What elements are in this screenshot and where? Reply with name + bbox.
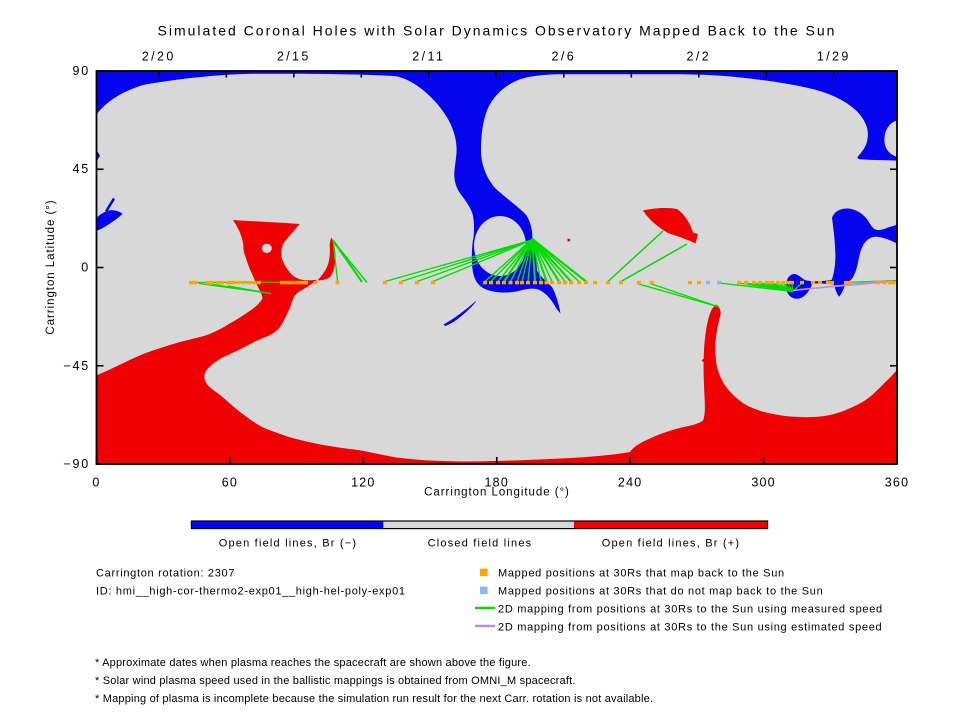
svg-text:* Mapping of plasma is incompl: * Mapping of plasma is incomplete becaus… — [95, 693, 653, 705]
svg-text:−45: −45 — [63, 359, 90, 373]
svg-text:2/6: 2/6 — [552, 50, 577, 64]
svg-text:2/15: 2/15 — [277, 50, 311, 64]
svg-text:180: 180 — [485, 476, 509, 490]
svg-text:45: 45 — [72, 162, 90, 176]
svg-text:Open field lines, Br (+): Open field lines, Br (+) — [602, 538, 741, 550]
svg-text:360: 360 — [885, 476, 909, 490]
svg-text:2D mapping from positions at 3: 2D mapping from positions at 30Rs to the… — [498, 604, 883, 616]
svg-text:−90: −90 — [63, 457, 90, 471]
svg-text:* Solar wind plasma speed used: * Solar wind plasma speed used in the ba… — [95, 675, 576, 687]
svg-text:2D mapping from positions at 3: 2D mapping from positions at 30Rs to the… — [498, 622, 882, 634]
svg-text:Open field lines, Br (−): Open field lines, Br (−) — [219, 538, 358, 550]
svg-text:Closed field lines: Closed field lines — [428, 538, 533, 550]
svg-text:2/20: 2/20 — [142, 50, 176, 64]
svg-text:0: 0 — [81, 260, 90, 274]
svg-text:300: 300 — [751, 476, 775, 490]
svg-text:240: 240 — [618, 476, 642, 490]
svg-text:0: 0 — [92, 476, 100, 490]
svg-text:1/29: 1/29 — [817, 50, 851, 64]
svg-text:* Approximate dates when plasm: * Approximate dates when plasma reaches … — [95, 657, 531, 669]
svg-text:120: 120 — [351, 476, 375, 490]
svg-text:Carrington Longitude (°): Carrington Longitude (°) — [424, 487, 570, 499]
svg-text:Carrington Latitude (°): Carrington Latitude (°) — [45, 199, 57, 334]
svg-text:Mapped positions at 30Rs that: Mapped positions at 30Rs that map back t… — [498, 568, 785, 580]
svg-text:2/11: 2/11 — [412, 50, 445, 64]
svg-text:2/2: 2/2 — [687, 50, 712, 64]
svg-text:Mapped positions at 30Rs that: Mapped positions at 30Rs that do not map… — [498, 586, 823, 598]
svg-text:Simulated Coronal Holes with S: Simulated Coronal Holes with Solar Dynam… — [158, 23, 837, 39]
svg-text:90: 90 — [72, 64, 90, 78]
svg-text:60: 60 — [222, 476, 238, 490]
svg-text:Carrington rotation: 2307: Carrington rotation: 2307 — [96, 568, 235, 580]
svg-text:ID: hmi__high-cor-thermo2-exp0: ID: hmi__high-cor-thermo2-exp01__high-he… — [96, 586, 406, 598]
